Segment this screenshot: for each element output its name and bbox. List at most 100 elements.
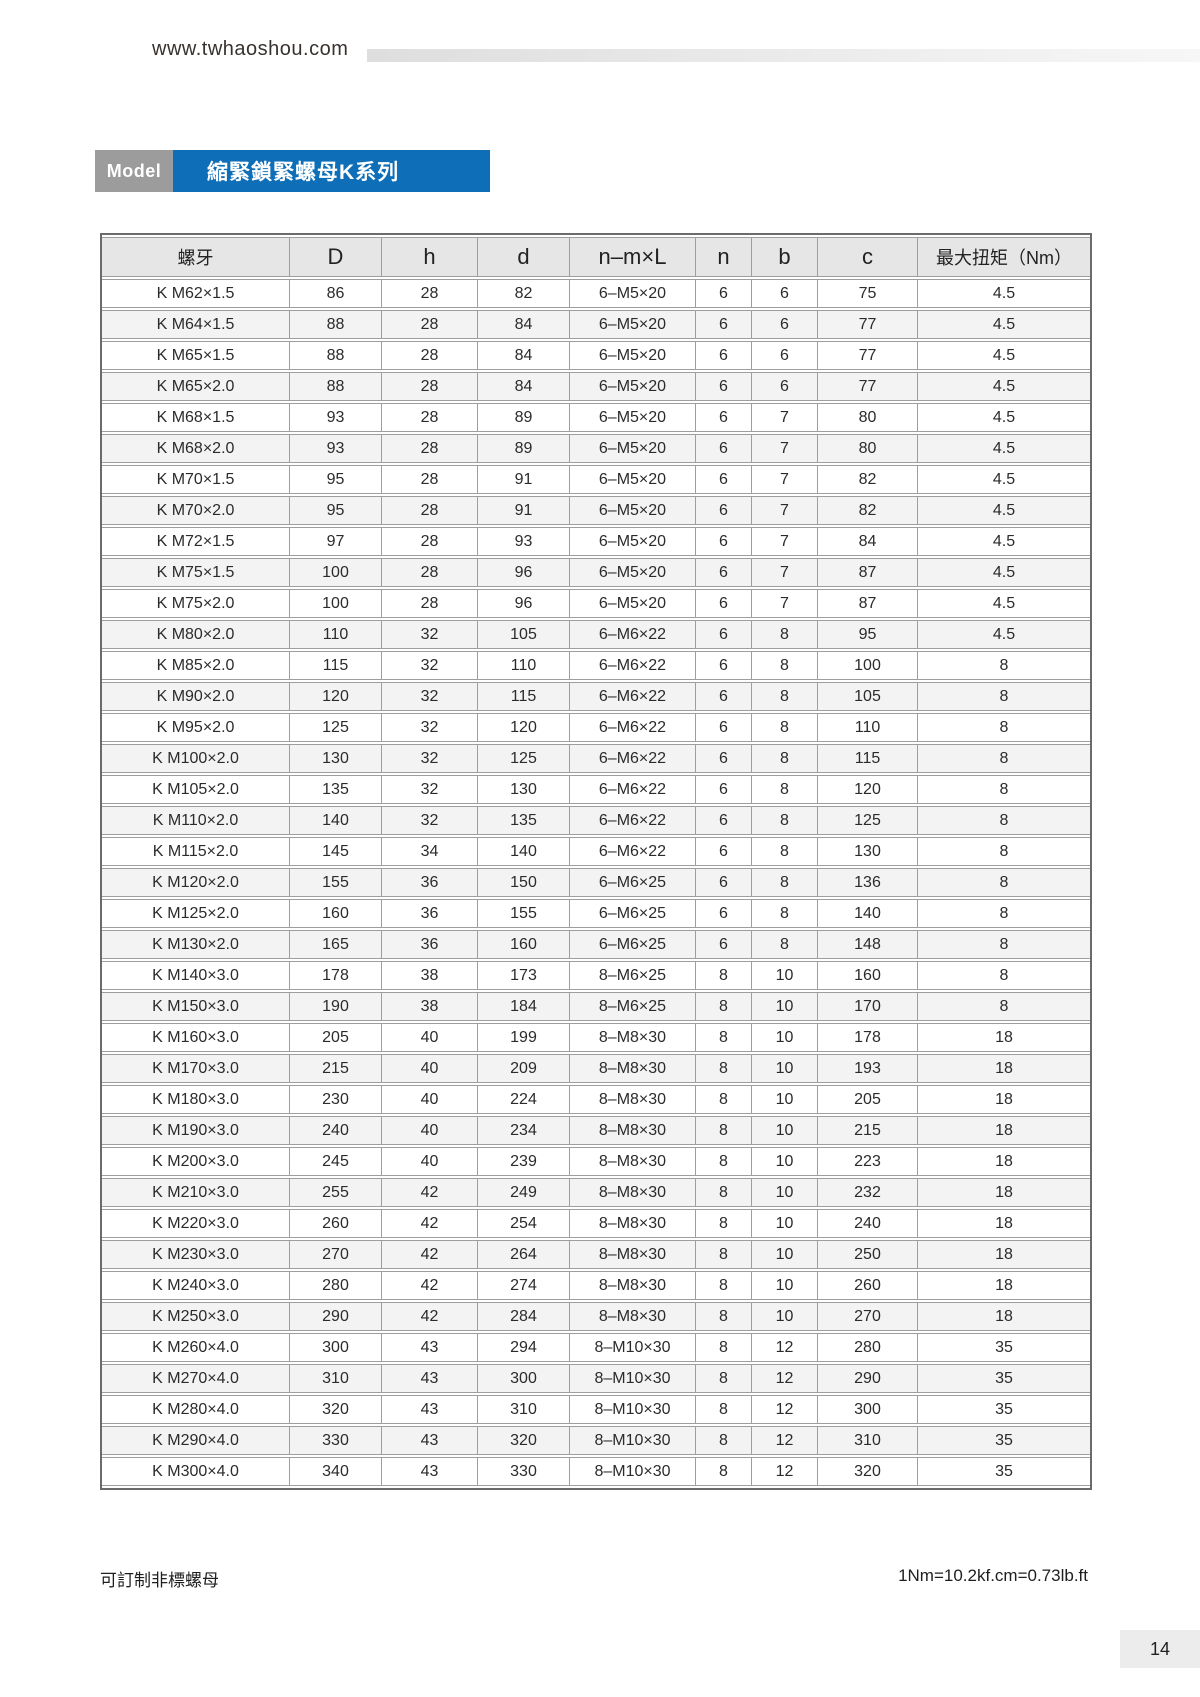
table-cell: 95 bbox=[290, 496, 382, 525]
table-cell: 100 bbox=[290, 558, 382, 587]
table-cell: 6–M6×22 bbox=[570, 682, 696, 711]
table-cell: 110 bbox=[478, 651, 570, 680]
table-row: K M115×2.0 145 34 140 6–M6×22 6 8 130 8 bbox=[102, 837, 1090, 866]
table-cell: 173 bbox=[478, 961, 570, 990]
table-cell: 8 bbox=[696, 1116, 752, 1145]
table-cell: 28 bbox=[382, 341, 478, 370]
table-row: K M68×2.0 93 28 89 6–M5×20 6 7 80 4.5 bbox=[102, 434, 1090, 463]
table-cell: 320 bbox=[478, 1426, 570, 1455]
table-cell: 6 bbox=[696, 682, 752, 711]
model-title-bar: Model 縮緊鎖緊螺母K系列 bbox=[95, 150, 490, 192]
table-cell: 8 bbox=[696, 1271, 752, 1300]
table-cell: 18 bbox=[918, 1302, 1090, 1331]
table-cell: 160 bbox=[818, 961, 918, 990]
table-cell: 8–M8×30 bbox=[570, 1302, 696, 1331]
table-cell: K M230×3.0 bbox=[102, 1240, 290, 1269]
table-cell: 250 bbox=[818, 1240, 918, 1269]
table-cell: 10 bbox=[752, 1147, 818, 1176]
table-cell: K M200×3.0 bbox=[102, 1147, 290, 1176]
table-cell: 8 bbox=[696, 1395, 752, 1424]
table-cell: 125 bbox=[478, 744, 570, 773]
table-cell: 28 bbox=[382, 496, 478, 525]
table-cell: 245 bbox=[290, 1147, 382, 1176]
table-cell: 6 bbox=[696, 527, 752, 556]
table-cell: 8 bbox=[696, 1023, 752, 1052]
table-cell: 6 bbox=[696, 403, 752, 432]
table-cell: 40 bbox=[382, 1116, 478, 1145]
table-cell: 28 bbox=[382, 558, 478, 587]
table-cell: 6 bbox=[696, 589, 752, 618]
table-cell: 6 bbox=[752, 341, 818, 370]
table-cell: 8 bbox=[696, 1302, 752, 1331]
table-row: K M70×2.0 95 28 91 6–M5×20 6 7 82 4.5 bbox=[102, 496, 1090, 525]
table-cell: 10 bbox=[752, 1054, 818, 1083]
table-cell: 28 bbox=[382, 465, 478, 494]
table-cell: 84 bbox=[478, 341, 570, 370]
table-cell: 254 bbox=[478, 1209, 570, 1238]
table-cell: 77 bbox=[818, 372, 918, 401]
table-cell: 193 bbox=[818, 1054, 918, 1083]
table-cell: 10 bbox=[752, 1023, 818, 1052]
table-cell: K M220×3.0 bbox=[102, 1209, 290, 1238]
table-row: K M95×2.0 125 32 120 6–M6×22 6 8 110 8 bbox=[102, 713, 1090, 742]
table-cell: 8–M10×30 bbox=[570, 1426, 696, 1455]
table-cell: 8 bbox=[696, 1457, 752, 1486]
table-cell: 75 bbox=[818, 279, 918, 308]
table-cell: 18 bbox=[918, 1178, 1090, 1207]
table-cell: 150 bbox=[478, 868, 570, 897]
table-cell: 32 bbox=[382, 620, 478, 649]
table-cell: 8 bbox=[752, 744, 818, 773]
table-cell: 6–M5×20 bbox=[570, 558, 696, 587]
table-cell: 6 bbox=[696, 744, 752, 773]
table-cell: 10 bbox=[752, 1116, 818, 1145]
table-cell: 8–M6×25 bbox=[570, 992, 696, 1021]
table-cell: 18 bbox=[918, 1116, 1090, 1145]
table-cell: 34 bbox=[382, 837, 478, 866]
table-cell: 8–M8×30 bbox=[570, 1178, 696, 1207]
table-cell: 7 bbox=[752, 589, 818, 618]
table-cell: 28 bbox=[382, 527, 478, 556]
column-header-0: 螺牙 bbox=[102, 237, 290, 277]
table-cell: K M115×2.0 bbox=[102, 837, 290, 866]
table-cell: K M125×2.0 bbox=[102, 899, 290, 928]
table-cell: 40 bbox=[382, 1023, 478, 1052]
table-cell: 135 bbox=[478, 806, 570, 835]
column-header-3: d bbox=[478, 237, 570, 277]
table-cell: 8 bbox=[918, 744, 1090, 773]
table-cell: 8 bbox=[696, 1240, 752, 1269]
table-cell: K M140×3.0 bbox=[102, 961, 290, 990]
table-row: K M80×2.0 110 32 105 6–M6×22 6 8 95 4.5 bbox=[102, 620, 1090, 649]
table-cell: 300 bbox=[818, 1395, 918, 1424]
table-cell: 93 bbox=[290, 403, 382, 432]
table-cell: 205 bbox=[818, 1085, 918, 1114]
table-cell: 32 bbox=[382, 713, 478, 742]
table-cell: 6–M6×22 bbox=[570, 620, 696, 649]
table-cell: 8 bbox=[752, 682, 818, 711]
table-cell: 6–M6×22 bbox=[570, 651, 696, 680]
table-cell: 96 bbox=[478, 558, 570, 587]
table-cell: 96 bbox=[478, 589, 570, 618]
table-cell: 8 bbox=[752, 651, 818, 680]
table-cell: 240 bbox=[818, 1209, 918, 1238]
table-cell: 4.5 bbox=[918, 496, 1090, 525]
table-cell: 12 bbox=[752, 1426, 818, 1455]
table-cell: 18 bbox=[918, 1240, 1090, 1269]
table-cell: 7 bbox=[752, 496, 818, 525]
table-cell: 8 bbox=[752, 620, 818, 649]
table-row: K M210×3.0 255 42 249 8–M8×30 8 10 232 18 bbox=[102, 1178, 1090, 1207]
table-cell: K M70×1.5 bbox=[102, 465, 290, 494]
table-cell: 274 bbox=[478, 1271, 570, 1300]
table-cell: 120 bbox=[290, 682, 382, 711]
table-cell: 260 bbox=[290, 1209, 382, 1238]
table-cell: K M270×4.0 bbox=[102, 1364, 290, 1393]
table-cell: 239 bbox=[478, 1147, 570, 1176]
table-cell: 4.5 bbox=[918, 527, 1090, 556]
table-cell: 8 bbox=[696, 1426, 752, 1455]
table-cell: 6–M6×22 bbox=[570, 837, 696, 866]
table-cell: 8 bbox=[752, 837, 818, 866]
table-cell: 35 bbox=[918, 1395, 1090, 1424]
table-cell: 105 bbox=[818, 682, 918, 711]
table-cell: K M64×1.5 bbox=[102, 310, 290, 339]
table-cell: 77 bbox=[818, 341, 918, 370]
table-cell: 100 bbox=[290, 589, 382, 618]
